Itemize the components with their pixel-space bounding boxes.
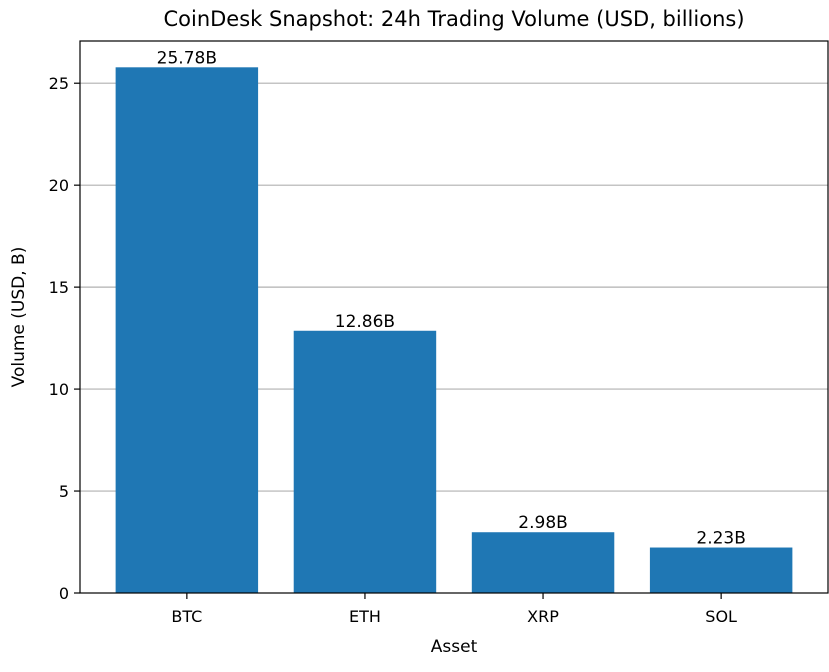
y-ticks: 0 5 10 15 20 25 bbox=[49, 74, 80, 603]
bar-xrp bbox=[471, 532, 615, 593]
data-label-xrp: 2.98B bbox=[518, 513, 568, 533]
x-axis-label: Asset bbox=[431, 637, 478, 657]
bar-btc bbox=[115, 67, 259, 594]
x-tick-label-sol: SOL bbox=[705, 607, 737, 626]
bars bbox=[115, 67, 793, 594]
y-tick-label: 15 bbox=[49, 278, 69, 297]
data-label-sol: 2.23B bbox=[696, 529, 746, 549]
data-labels: 25.78B 12.86B 2.98B 2.23B bbox=[157, 48, 746, 548]
x-ticks: BTC ETH XRP SOL bbox=[171, 593, 737, 626]
data-label-btc: 25.78B bbox=[157, 48, 217, 68]
bar-sol bbox=[649, 547, 793, 593]
y-tick-label: 25 bbox=[49, 74, 69, 93]
chart-title: CoinDesk Snapshot: 24h Trading Volume (U… bbox=[163, 7, 744, 31]
bar-eth bbox=[293, 330, 437, 593]
y-axis-label: Volume (USD, B) bbox=[9, 247, 29, 388]
x-tick-label-btc: BTC bbox=[171, 607, 202, 626]
y-tick-label: 5 bbox=[59, 482, 69, 501]
x-tick-label-xrp: XRP bbox=[527, 607, 559, 626]
y-tick-label: 0 bbox=[59, 584, 69, 603]
y-tick-label: 20 bbox=[49, 176, 69, 195]
y-tick-label: 10 bbox=[49, 380, 69, 399]
x-tick-label-eth: ETH bbox=[349, 607, 381, 626]
plot-frame bbox=[79, 40, 829, 594]
data-label-eth: 12.86B bbox=[335, 312, 395, 332]
